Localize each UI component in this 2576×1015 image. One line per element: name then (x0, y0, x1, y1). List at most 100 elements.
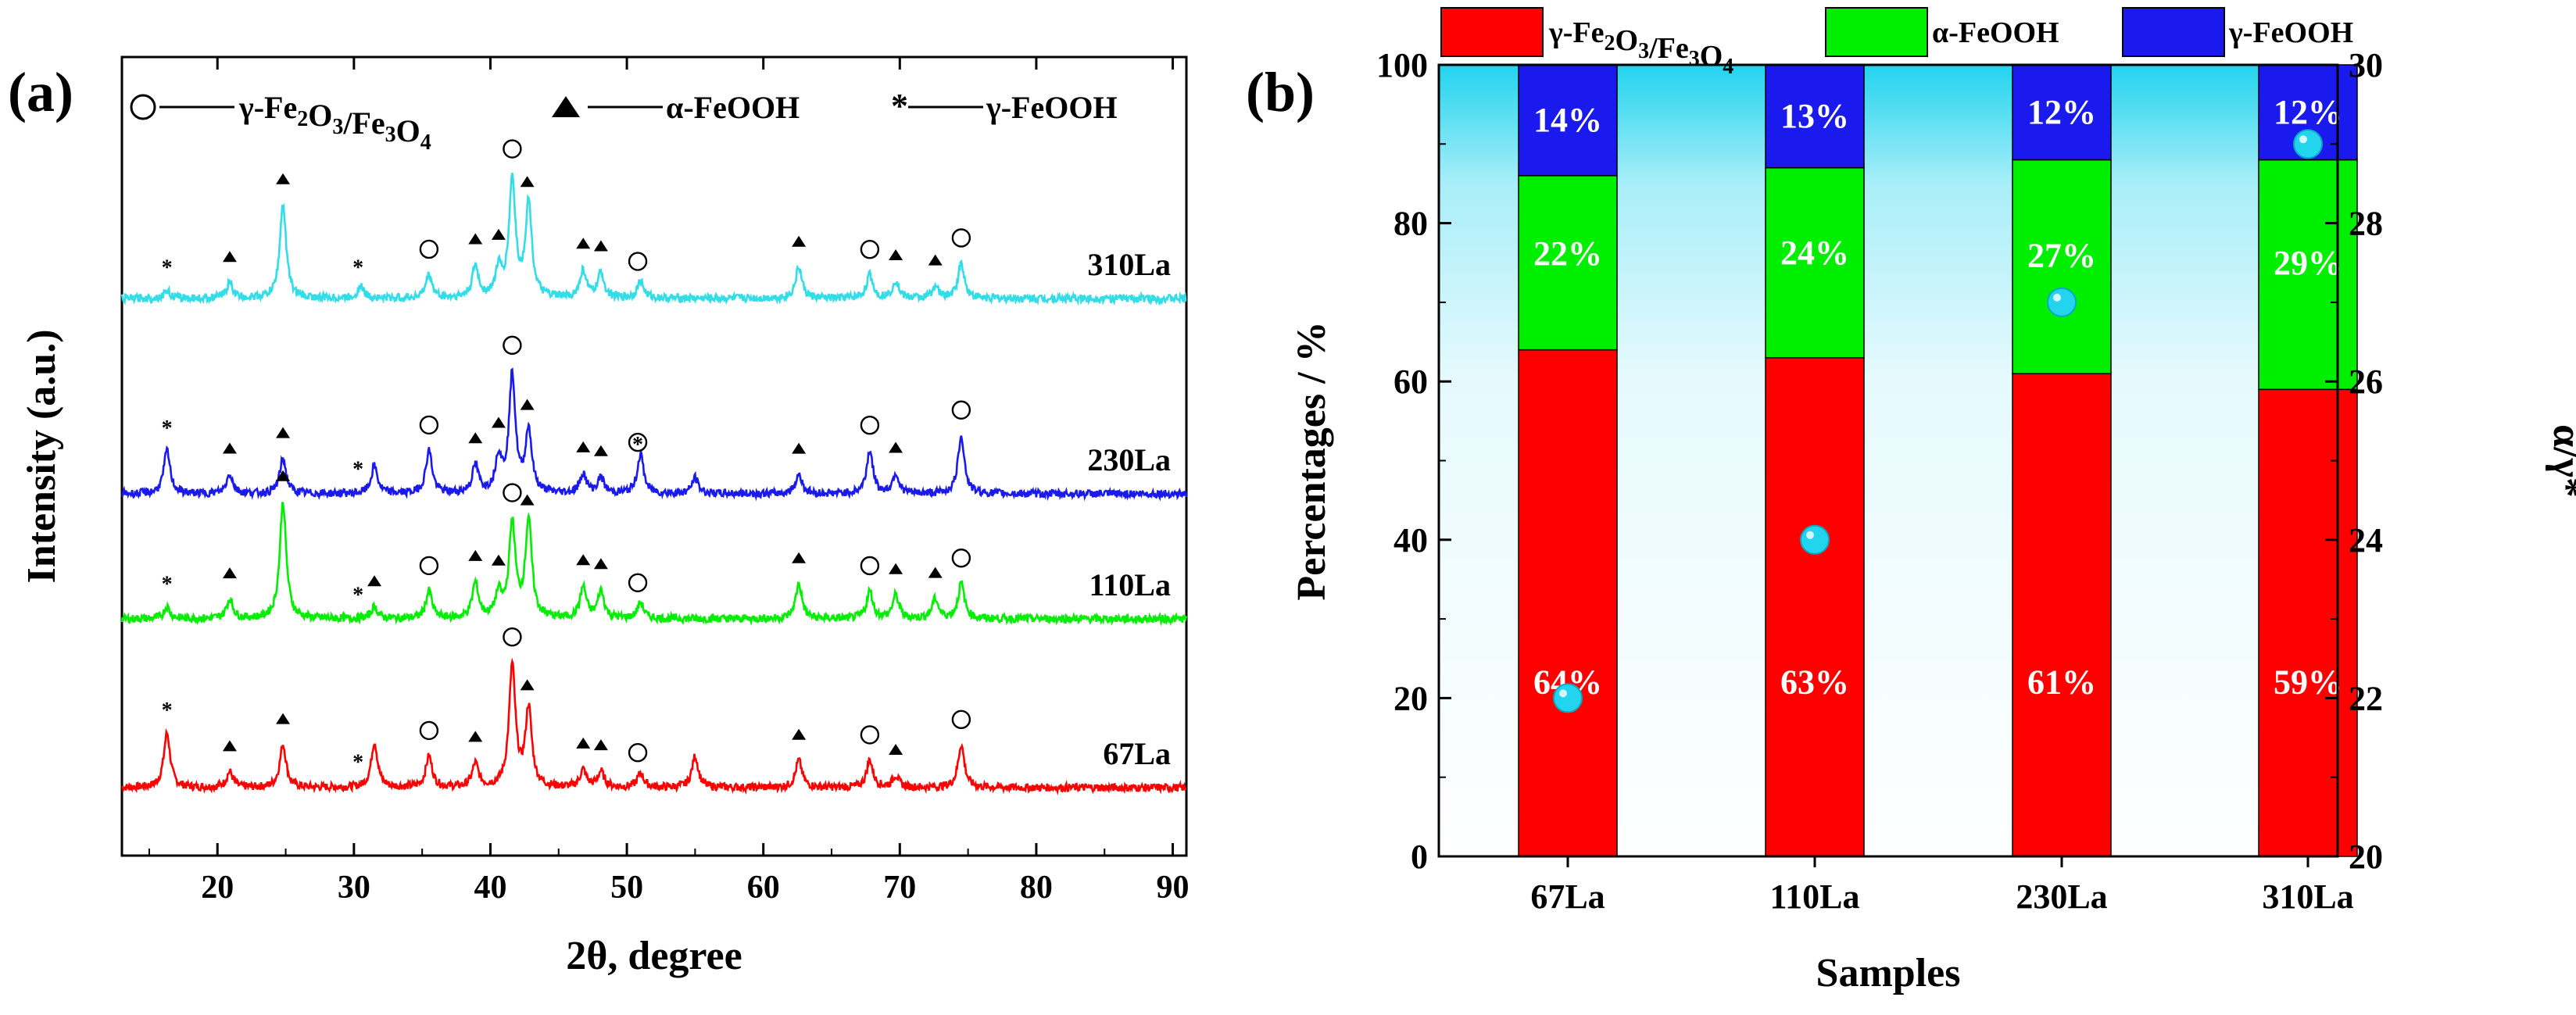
peak-marker-circle-icon (503, 483, 522, 502)
formula-subscript: 3 (1638, 39, 1649, 63)
legend-label-alpha-feooh: α-FeOOH (666, 90, 800, 125)
panel-a-xrd-chart: (a) γ-Fe2O3/Fe3O4 α-FeOOH * γ-FeOOH 67La… (8, 55, 1190, 978)
y2-tick-label: 22 (2349, 679, 2383, 717)
y-tick-label: 20 (1394, 679, 1428, 717)
formula-text: O (308, 98, 332, 133)
peak-marker-circle-icon (628, 252, 648, 271)
peak-marker-triangle-icon (593, 445, 608, 456)
formula-subscript: 2 (1605, 31, 1615, 55)
panel-b-ratio-points (1553, 129, 2323, 713)
bar-segment-FeOOH-110La (1765, 166, 1865, 359)
bar-value-label: 24% (1780, 234, 1849, 272)
peak-marker-circle-icon (628, 573, 648, 592)
peak-marker-circle-icon (860, 556, 880, 576)
peak-marker-triangle-icon (468, 731, 483, 742)
peak-marker-star-icon: * (162, 699, 173, 723)
panel-a-label: (a) (8, 61, 73, 123)
y2-tick-label: 28 (2349, 205, 2383, 243)
xrd-pattern-110La (120, 502, 1188, 627)
peak-marker-triangle-icon (576, 238, 591, 249)
formula-subscript: 3 (1689, 47, 1700, 71)
peak-marker-star-icon: * (352, 458, 363, 482)
bar-segment-Fe2O3Fe3O4-67La (1518, 348, 1618, 857)
formula-subscript: 4 (1723, 55, 1733, 79)
peak-marker-triangle-icon (792, 235, 807, 247)
ratio-point-highlight (2053, 293, 2061, 302)
ratio-point-highlight (1806, 531, 1814, 539)
formula-subscript: 3 (385, 123, 396, 147)
peak-marker-triangle-icon (468, 432, 483, 444)
legend-label-gamma-fe2o3-fe3o4: γ-Fe2O3/Fe3O4 (1548, 16, 1733, 79)
bar-value-label: 12% (2274, 93, 2342, 131)
peak-marker-triangle-icon (222, 251, 237, 263)
legend-label-gamma-fe2o3: γ-Fe2O3/Fe3O4 (238, 90, 431, 155)
bar-segment-FeOOH-310La (2258, 159, 2358, 391)
peak-marker-circle-icon (503, 627, 522, 647)
panel-b-y-axis-title: Percentages / % (1290, 321, 1334, 600)
peak-marker-star-icon: * (162, 416, 173, 441)
ratio-point-highlight (1559, 689, 1567, 698)
peak-marker-triangle-icon (468, 233, 483, 245)
xrd-pattern-67La (121, 657, 1187, 795)
peak-marker-triangle-icon (276, 173, 291, 184)
bar-value-label: 22% (1533, 234, 1602, 273)
x-tick-label: 60 (747, 870, 780, 906)
panel-a-x-axis-title: 2θ, degree (566, 934, 742, 978)
y-tick-label: 80 (1394, 205, 1428, 243)
series-label-310La: 310La (1087, 247, 1171, 282)
legend-star-icon: * (891, 87, 908, 125)
peak-marker-circle-icon (860, 725, 880, 745)
panel-b-stacked-bar-chart: (b) 64%22%14%63%24%13%61%27%12%59%29%12%… (1246, 7, 2576, 995)
panel-b-y2-axis-title: α/γ* (2545, 424, 2576, 498)
panel-a-plot-frame (120, 55, 1188, 857)
bar-segment-FeOOH-230La (2012, 159, 2112, 374)
formula-text: O (1615, 24, 1639, 57)
formula-subscript: 4 (420, 130, 431, 155)
legend-swatch-blue (2122, 7, 2225, 57)
legend-label-gamma-feooh: γ-FeOOH (2228, 16, 2353, 49)
peak-marker-triangle-icon (928, 254, 943, 266)
x-tick-label: 20 (201, 870, 234, 906)
panel-a-peak-markers: * * * * * * * * * (162, 139, 971, 774)
ratio-point-highlight (2299, 135, 2307, 144)
peak-marker-triangle-icon (792, 552, 807, 563)
x-tick-label-110La: 110La (1770, 877, 1860, 916)
x-tick-label: 80 (1020, 870, 1053, 906)
panel-a-x-axis: 20 30 40 50 60 70 80 90 (148, 57, 1190, 906)
peak-marker-triangle-icon (276, 470, 291, 481)
peak-marker-circle-icon (419, 415, 439, 435)
panel-b-legend: γ-Fe2O3/Fe3O4 α-FeOOH γ-FeOOH (1440, 7, 2353, 79)
peak-marker-triangle-icon (889, 248, 903, 260)
panel-b-bars: 64%22%14%63%24%13%61%27%12%59%29%12% (1518, 64, 2358, 857)
peak-marker-triangle-icon (491, 228, 506, 240)
peak-marker-triangle-icon (576, 737, 591, 749)
peak-marker-triangle-icon (520, 398, 535, 410)
y2-tick-label: 24 (2349, 521, 2383, 559)
peak-marker-triangle-icon (222, 740, 237, 752)
panel-b-label: (b) (1246, 61, 1315, 123)
peak-marker-circle-icon (419, 556, 439, 576)
bar-value-label: 27% (2027, 237, 2096, 275)
peak-marker-triangle-icon (889, 441, 903, 453)
peak-marker-triangle-icon (367, 575, 382, 587)
bar-segment-Fe2O3Fe3O4-230La (2012, 373, 2112, 857)
x-tick-label-310La: 310La (2262, 877, 2353, 916)
peak-marker-triangle-icon (222, 442, 237, 454)
legend-swatch-green (1825, 7, 1928, 57)
formula-text: O (396, 113, 420, 148)
series-label-110La: 110La (1089, 567, 1171, 602)
peak-marker-triangle-icon (928, 566, 943, 578)
bar-segment-FeOOH-67La (1518, 175, 1618, 351)
bar-value-label: 63% (1780, 663, 1849, 701)
series-label-67La: 67La (1103, 736, 1171, 771)
formula-subscript: 3 (332, 115, 343, 139)
bar-value-label: 59% (2274, 663, 2342, 701)
peak-marker-circle-icon (503, 139, 522, 159)
peak-marker-triangle-icon (468, 549, 483, 561)
peak-marker-circle-icon (419, 239, 439, 259)
y2-tick-label: 20 (2349, 838, 2383, 876)
peak-marker-star-icon: * (632, 433, 643, 457)
bar-segment-Fe2O3Fe3O4-110La (1765, 357, 1865, 857)
peak-marker-triangle-icon (576, 554, 591, 566)
